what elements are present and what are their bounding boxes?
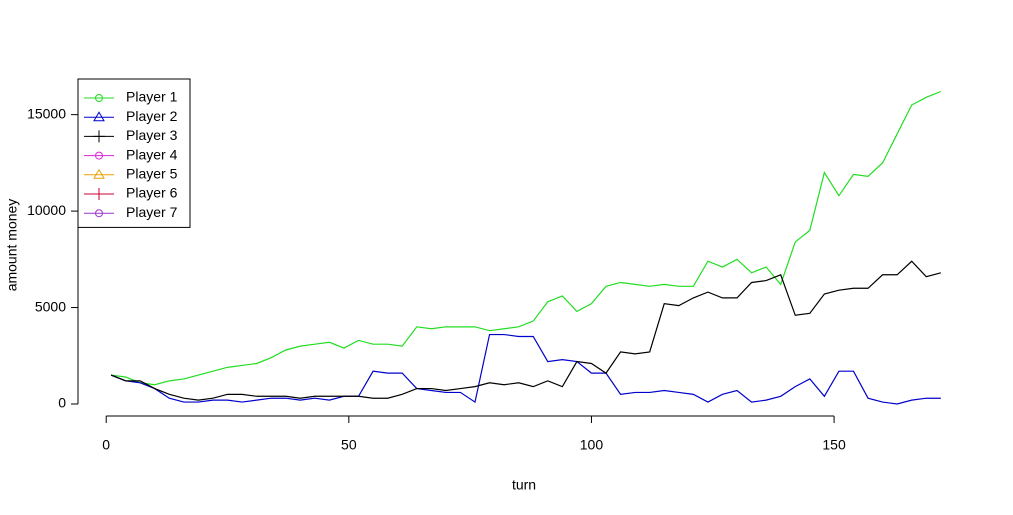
y-tick-label: 10000: [27, 202, 66, 218]
series-line: [110, 333, 941, 405]
legend-marker: [95, 209, 103, 218]
legend-label: Player 1: [126, 89, 178, 105]
legend-marker: [93, 188, 105, 200]
y-tick-label: 0: [58, 395, 66, 411]
legend-marker: [93, 130, 105, 143]
series-line: [110, 90, 942, 386]
legend-marker: [93, 168, 105, 179]
x-tick-label: 100: [580, 437, 604, 453]
legend-label: Player 7: [126, 204, 178, 220]
y-axis-label: amount money: [4, 199, 20, 292]
legend-label: Player 3: [126, 127, 178, 143]
legend-marker: [93, 111, 105, 122]
legend-label: Player 4: [126, 146, 178, 162]
legend-marker: [95, 151, 103, 160]
x-tick-label: 50: [341, 437, 357, 453]
legend-label: Player 2: [126, 108, 178, 124]
series-line: [110, 260, 941, 401]
y-tick-label: 5000: [35, 298, 66, 314]
y-tick-label: 15000: [27, 105, 66, 121]
x-tick-label: 0: [102, 437, 110, 453]
legend-label: Player 5: [126, 166, 178, 182]
legend-label: Player 6: [126, 185, 178, 201]
legend-box: [77, 78, 191, 228]
x-tick-label: 150: [822, 437, 846, 453]
legend-marker: [95, 94, 103, 102]
x-axis-label: turn: [512, 477, 536, 493]
